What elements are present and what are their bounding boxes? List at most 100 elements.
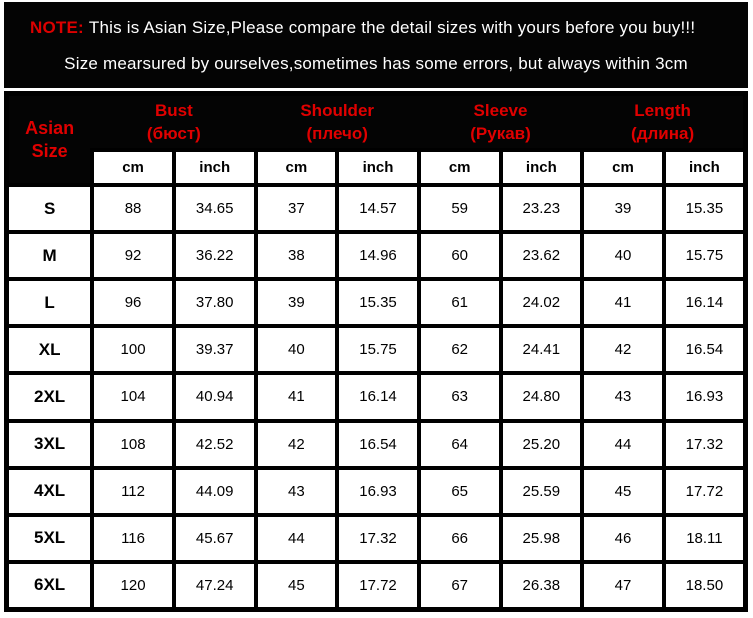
size-value-cell: 38 [253,230,340,282]
group-length-en: Length [634,101,691,120]
size-value-cell: 60 [416,230,503,282]
size-value-cell: 15.75 [335,324,421,376]
group-bust-ru: (бюст) [146,124,201,143]
size-value-cell: 44 [253,512,340,564]
size-value-cell: 44 [580,418,666,470]
size-value-cell: 100 [90,324,176,376]
size-value-cell: 17.32 [335,512,421,564]
table-row: 3XL 108 42.52 42 16.54 64 25.20 44 17.32 [4,418,748,470]
size-value-cell: 16.54 [661,324,748,376]
group-length-ru: (длина) [631,124,695,143]
group-bust-en: Bust [154,101,193,120]
size-value-cell: 88 [90,182,176,235]
note-prefix: NOTE: [30,18,84,37]
size-label: 2XL [4,371,95,423]
unit-header-length-cm: cm [580,148,666,187]
size-value-cell: 42 [580,324,666,376]
size-label: 6XL [4,559,95,612]
size-value-cell: 16.14 [335,371,421,423]
note-line-1: NOTE: This is Asian Size,Please compare t… [16,18,736,38]
size-value-cell: 59 [416,182,503,235]
size-value-cell: 37.80 [171,277,258,329]
size-label: S [4,182,95,235]
size-label: L [4,277,95,329]
size-value-cell: 16.93 [335,465,421,517]
size-value-cell: 24.41 [498,324,585,376]
note-line-2: Size mearsured by ourselves,sometimes ha… [64,54,688,73]
group-header-bust: Bust (бюст) [92,93,256,150]
table-row: S 88 34.65 37 14.57 59 23.23 39 15.35 [4,182,748,235]
corner-line-1: Asian [25,117,75,138]
note-box: NOTE: This is Asian Size,Please compare t… [4,2,748,88]
table-row: M 92 36.22 38 14.96 60 23.62 40 15.75 [4,230,748,282]
size-value-cell: 44.09 [171,465,258,517]
note-line-1-text: This is Asian Size,Please compare the de… [88,18,696,37]
size-value-cell: 104 [90,371,176,423]
unit-header-shoulder-cm: cm [253,148,340,187]
size-value-cell: 18.50 [661,559,748,612]
unit-header-bust-cm: cm [90,148,176,187]
table-row: 2XL 104 40.94 41 16.14 63 24.80 43 16.93 [4,371,748,423]
size-value-cell: 25.20 [498,418,585,470]
table-row: 4XL 112 44.09 43 16.93 65 25.59 45 17.72 [4,465,748,517]
size-value-cell: 46 [580,512,666,564]
size-value-cell: 43 [580,371,666,423]
unit-header-length-inch: inch [661,148,748,187]
size-value-cell: 17.72 [661,465,748,517]
unit-header-sleeve-cm: cm [416,148,503,187]
table-row: 5XL 116 45.67 44 17.32 66 25.98 46 18.11 [4,512,748,564]
group-sleeve-en: Sleeve [473,101,528,120]
size-value-cell: 17.72 [335,559,421,612]
size-value-cell: 62 [416,324,503,376]
unit-header-bust-inch: inch [171,148,258,187]
group-header-sleeve: Sleeve (Рукав) [418,93,583,150]
size-label: 4XL [4,465,95,517]
size-value-cell: 18.11 [661,512,748,564]
size-value-cell: 40 [253,324,340,376]
size-value-cell: 15.35 [661,182,748,235]
size-value-cell: 67 [416,559,503,612]
group-header-row: Asian Size Bust (бюст) Shoulder (плечо) … [6,93,746,185]
size-value-cell: 108 [90,418,176,470]
group-header-shoulder: Shoulder (плечо) [255,93,419,150]
size-value-cell: 39 [253,277,340,329]
group-shoulder-en: Shoulder [300,101,375,120]
size-label: 5XL [4,512,95,564]
size-value-cell: 45 [580,465,666,517]
size-value-cell: 39.37 [171,324,258,376]
size-value-cell: 36.22 [171,230,258,282]
corner-header-asian-size: Asian Size [6,93,93,185]
size-value-cell: 34.65 [171,182,258,235]
size-value-cell: 45 [253,559,340,612]
size-value-cell: 40.94 [171,371,258,423]
size-value-cell: 96 [90,277,176,329]
table-row: XL 100 39.37 40 15.75 62 24.41 42 16.54 [4,324,748,376]
unit-header-sleeve-inch: inch [498,148,585,187]
size-value-cell: 47.24 [171,559,258,612]
size-value-cell: 23.62 [498,230,585,282]
size-value-cell: 63 [416,371,503,423]
size-value-cell: 26.38 [498,559,585,612]
size-value-cell: 14.96 [335,230,421,282]
size-value-cell: 42 [253,418,340,470]
group-header-length: Length (длина) [582,93,746,150]
size-table-body: S 88 34.65 37 14.57 59 23.23 39 15.35 M 92 36.22 38 1… [4,182,748,612]
group-shoulder-ru: (плечо) [306,124,368,143]
size-value-cell: 116 [90,512,176,564]
size-value-cell: 16.93 [661,371,748,423]
size-value-cell: 25.59 [498,465,585,517]
size-value-cell: 41 [580,277,666,329]
size-table: Asian Size Bust (бюст) Shoulder (плечо) … [4,91,748,612]
size-value-cell: 64 [416,418,503,470]
unit-header-shoulder-inch: inch [335,148,421,187]
table-row: L 96 37.80 39 15.35 61 24.02 41 16.14 [4,277,748,329]
size-value-cell: 24.80 [498,371,585,423]
size-value-cell: 92 [90,230,176,282]
size-value-cell: 40 [580,230,666,282]
size-value-cell: 65 [416,465,503,517]
size-label: M [4,230,95,282]
units-header-row: cm inch cm inch cm inch cm inch [7,148,748,187]
size-label: XL [4,324,95,376]
size-label: 3XL [4,418,95,470]
